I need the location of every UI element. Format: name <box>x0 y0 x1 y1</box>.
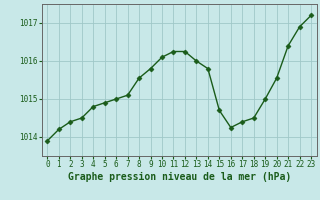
X-axis label: Graphe pression niveau de la mer (hPa): Graphe pression niveau de la mer (hPa) <box>68 172 291 182</box>
